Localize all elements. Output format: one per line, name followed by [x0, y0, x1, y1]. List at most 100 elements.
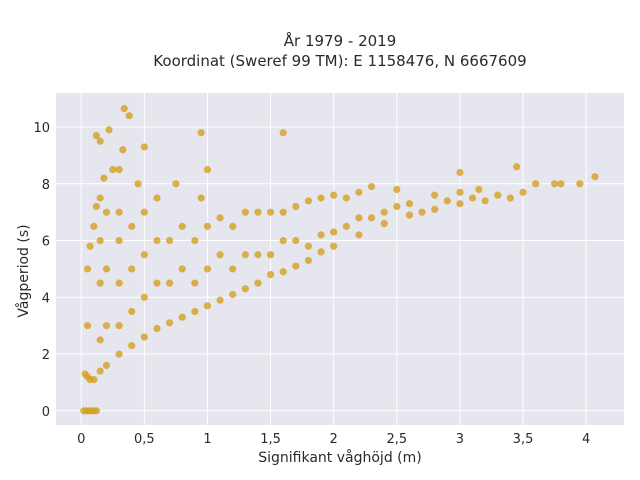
data-point	[443, 197, 451, 205]
data-point	[456, 200, 464, 208]
data-point	[216, 214, 224, 222]
plot-area	[56, 93, 624, 425]
data-point	[550, 180, 559, 188]
x-tick-label: 1,5	[260, 432, 281, 447]
x-tick-label: 0,5	[134, 432, 155, 447]
data-point	[115, 208, 123, 216]
data-point	[254, 279, 262, 287]
data-point	[279, 236, 287, 245]
data-point	[197, 129, 205, 137]
data-point	[418, 208, 426, 216]
data-point	[405, 211, 414, 219]
data-point	[254, 251, 262, 259]
x-tick-label: 4	[582, 432, 590, 447]
y-tick-label: 2	[42, 348, 50, 363]
data-point	[166, 279, 174, 287]
data-point	[304, 197, 313, 205]
chart-title-line-2: Koordinat (Sweref 99 TM): E 1158476, N 6…	[153, 52, 526, 70]
data-point	[519, 188, 527, 196]
data-point	[456, 188, 464, 196]
y-tick-label: 4	[42, 291, 50, 306]
y-tick-label: 8	[42, 178, 50, 193]
data-point	[96, 137, 104, 145]
data-point	[105, 126, 113, 134]
data-point	[241, 251, 249, 259]
data-point	[431, 191, 439, 199]
data-point	[100, 174, 108, 182]
data-point	[96, 279, 104, 287]
data-point	[431, 205, 439, 213]
data-point	[304, 256, 313, 265]
data-point	[115, 350, 123, 358]
data-point	[229, 222, 237, 230]
data-point	[203, 265, 212, 273]
data-point	[96, 194, 104, 202]
data-point	[115, 322, 123, 330]
data-point	[134, 180, 142, 188]
data-point	[292, 202, 300, 211]
data-point	[140, 208, 148, 216]
y-tick-label: 10	[33, 121, 50, 136]
data-point	[342, 222, 350, 230]
data-point	[92, 202, 100, 211]
data-point	[203, 222, 212, 230]
data-point	[380, 208, 388, 216]
data-point	[342, 194, 350, 202]
data-point	[317, 194, 325, 202]
data-point	[266, 271, 275, 279]
data-point	[279, 268, 287, 276]
data-point	[140, 333, 148, 341]
data-point	[481, 197, 489, 205]
y-tick-label: 6	[42, 235, 50, 250]
y-axis-label: Vågperiod (s)	[15, 224, 32, 317]
x-axis-ticks: 0 0,5 1 1,5 2 2,5 3 3,5 4	[77, 432, 590, 447]
data-point	[317, 248, 325, 256]
data-point	[153, 236, 161, 245]
data-point	[355, 231, 363, 239]
data-point	[330, 242, 338, 250]
data-point	[83, 265, 92, 273]
data-point	[191, 279, 199, 287]
data-point	[92, 407, 100, 415]
data-point	[557, 180, 565, 188]
data-point	[86, 242, 94, 250]
x-tick-label: 2,5	[386, 432, 407, 447]
data-point	[90, 222, 98, 230]
data-point	[128, 265, 136, 273]
data-point	[330, 191, 338, 199]
data-point	[90, 375, 98, 384]
data-point	[203, 166, 212, 174]
x-tick-label: 1	[203, 432, 211, 447]
data-point	[140, 293, 148, 301]
data-point	[241, 285, 249, 293]
data-point	[83, 322, 92, 330]
data-point	[506, 194, 514, 202]
data-point	[279, 208, 287, 216]
data-point	[128, 222, 136, 230]
y-tick-label: 0	[42, 405, 50, 420]
data-point	[96, 367, 104, 375]
data-point	[96, 236, 104, 245]
x-axis-label: Signifikant våghöjd (m)	[258, 449, 421, 466]
data-point	[178, 265, 186, 273]
data-point	[153, 194, 161, 202]
data-point	[393, 202, 401, 211]
data-point	[591, 173, 599, 181]
data-point	[367, 214, 376, 222]
x-tick-label: 3,5	[513, 432, 534, 447]
data-point	[576, 180, 584, 188]
data-point	[254, 208, 262, 216]
data-point	[405, 200, 414, 208]
data-point	[216, 251, 224, 259]
data-point	[96, 336, 104, 344]
y-axis-ticks: 0 2 4 6 8 10	[33, 121, 50, 420]
data-point	[330, 228, 338, 236]
data-point	[203, 302, 212, 310]
x-tick-label: 2	[330, 432, 338, 447]
data-point	[178, 313, 186, 321]
data-point	[102, 361, 111, 370]
data-point	[393, 185, 401, 194]
data-point	[120, 105, 128, 113]
data-point	[153, 279, 161, 287]
